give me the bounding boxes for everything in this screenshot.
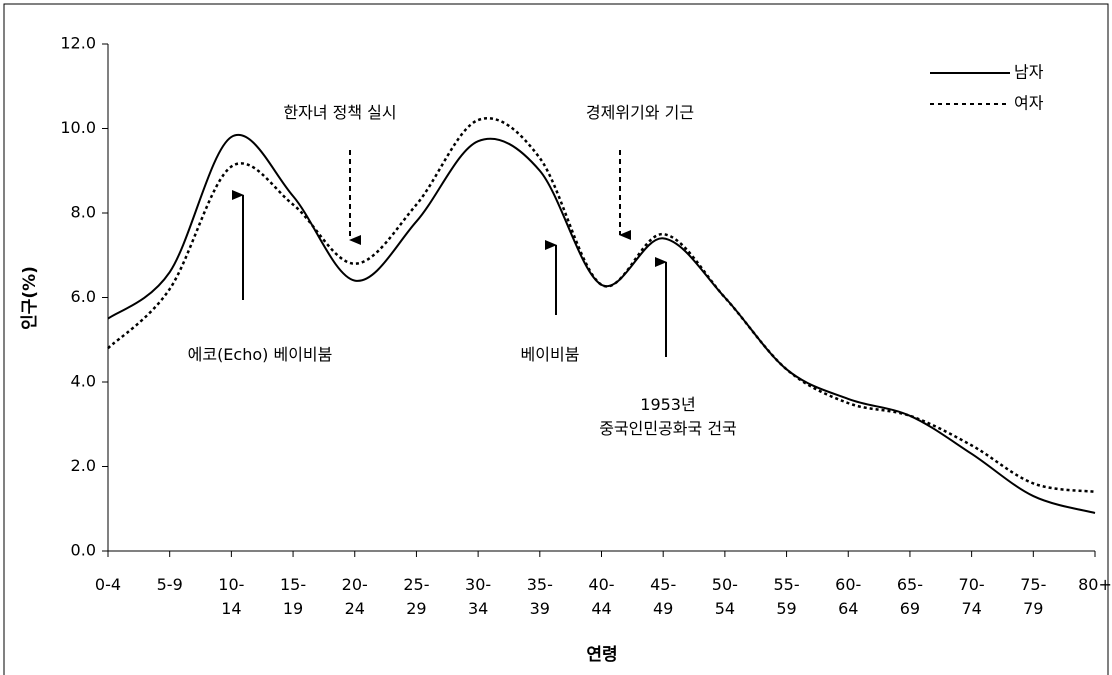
y-tick-label: 8.0 — [71, 203, 96, 222]
x-tick-label: 55- 59 — [773, 575, 800, 618]
x-tick-label: 10- 14 — [218, 575, 245, 618]
x-tick-label: 35- 39 — [526, 575, 553, 618]
series-line — [107, 117, 1096, 494]
x-tick-label: 70- 74 — [958, 575, 985, 618]
annotation: 에코(Echo) 베이비붐 — [187, 345, 333, 364]
x-tick-label: 75- 79 — [1020, 575, 1047, 618]
legend-label: 여자 — [1014, 94, 1044, 113]
y-tick-label: 10.0 — [60, 118, 96, 137]
annotation: 1953년 중국인민공화국 건국 — [599, 395, 737, 438]
series-line — [107, 133, 1096, 514]
x-tick-label: 25- 29 — [403, 575, 430, 618]
x-tick-label: 65- 69 — [896, 575, 923, 618]
annotation: 베이비붐 — [520, 345, 580, 364]
y-axis-label: 인구(%) — [20, 266, 40, 330]
x-tick-label: 15- 19 — [279, 575, 307, 618]
y-tick-label: 12.0 — [60, 34, 96, 53]
x-tick-label: 40- 44 — [588, 575, 615, 618]
y-tick-label: 6.0 — [71, 287, 96, 306]
y-tick-label: 2.0 — [71, 456, 96, 475]
x-tick-label: 0-4 — [94, 575, 122, 594]
annotation: 경제위기와 기근 — [585, 103, 695, 122]
x-tick-label: 20- 24 — [341, 575, 368, 618]
frame — [3, 3, 1109, 675]
x-tick-label: 80+ — [1078, 575, 1112, 594]
x-tick-label: 60- 64 — [835, 575, 862, 618]
y-tick-label: 4.0 — [71, 372, 96, 391]
x-tick-label: 30- 34 — [465, 575, 492, 618]
y-tick-label: 0.0 — [71, 541, 96, 560]
legend-label: 남자 — [1014, 63, 1044, 82]
x-tick-label: 5-9 — [156, 575, 183, 594]
x-axis-label: 연령 — [586, 644, 617, 665]
x-tick-label: 50- 54 — [711, 575, 738, 618]
annotation: 한자녀 정책 실시 — [283, 103, 397, 122]
x-tick-label: 45- 49 — [650, 575, 677, 618]
